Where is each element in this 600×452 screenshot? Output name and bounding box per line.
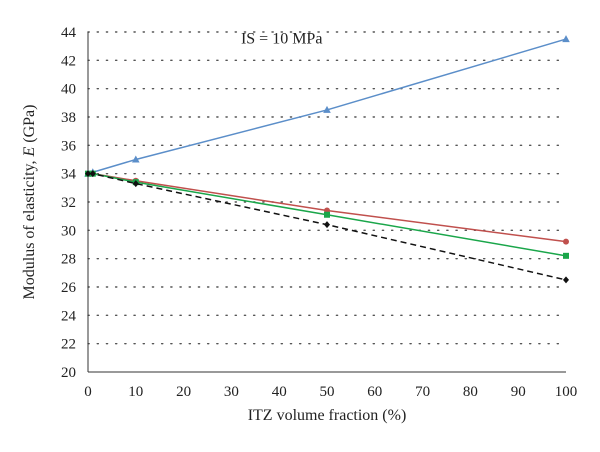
y-tick-label: 30 [61,223,76,239]
series-4 [85,170,569,284]
x-tick-label: 100 [555,384,578,400]
x-tick-label: 30 [224,384,239,400]
data-point [563,252,569,259]
x-axis-title: ITZ volume fraction (%) [248,407,407,424]
series-2 [85,170,569,245]
data-point [562,35,570,43]
y-tick-label: 44 [61,25,77,41]
x-tick-label: 0 [84,384,92,400]
x-tick-label: 10 [128,384,143,400]
grid [87,31,567,345]
x-tick-label: 90 [511,384,526,400]
data-point [132,180,139,188]
axes [87,32,566,373]
series [84,35,570,284]
data-point [89,170,96,178]
x-tick-label: 70 [415,384,430,400]
y-tick-labels: 20 22 24 26 28 30 32 34 36 38 40 42 44 [61,25,77,381]
x-tick-label: 80 [463,384,478,400]
data-point [85,170,91,178]
y-tick-label: 20 [61,365,76,381]
y-tick-label: 32 [61,195,76,211]
x-tick-label: 60 [367,384,382,400]
y-tick-label: 34 [61,167,77,183]
data-point [323,105,331,113]
data-point [324,211,330,218]
y-tick-label: 28 [61,252,76,268]
y-tick-label: 38 [61,110,76,126]
x-tick-label: 50 [320,384,335,400]
y-tick-label: 24 [61,308,77,324]
y-axis-title-prefix: Modulus of elasticity, [21,157,38,300]
x-tick-labels: 0 10 20 30 40 50 60 70 80 90 100 [84,384,577,400]
y-tick-label: 36 [61,138,77,154]
chart-annotation: IS = 10 MPa [241,30,322,47]
y-tick-label: 22 [61,337,76,353]
x-tick-label: 20 [176,384,191,400]
data-point [132,155,140,163]
y-tick-label: 26 [61,280,77,296]
data-point [563,276,569,284]
y-axis-title-suffix: (GPa) [21,105,38,147]
x-tick-label: 40 [272,384,287,400]
y-axis-title-symbol: E [21,147,38,158]
y-tick-label: 42 [61,53,76,69]
y-axis-title: Modulus of elasticity, E (GPa) [21,105,38,300]
y-tick-label: 40 [61,82,76,98]
data-point [324,221,330,229]
series-1 [84,35,570,177]
data-point [563,238,569,245]
